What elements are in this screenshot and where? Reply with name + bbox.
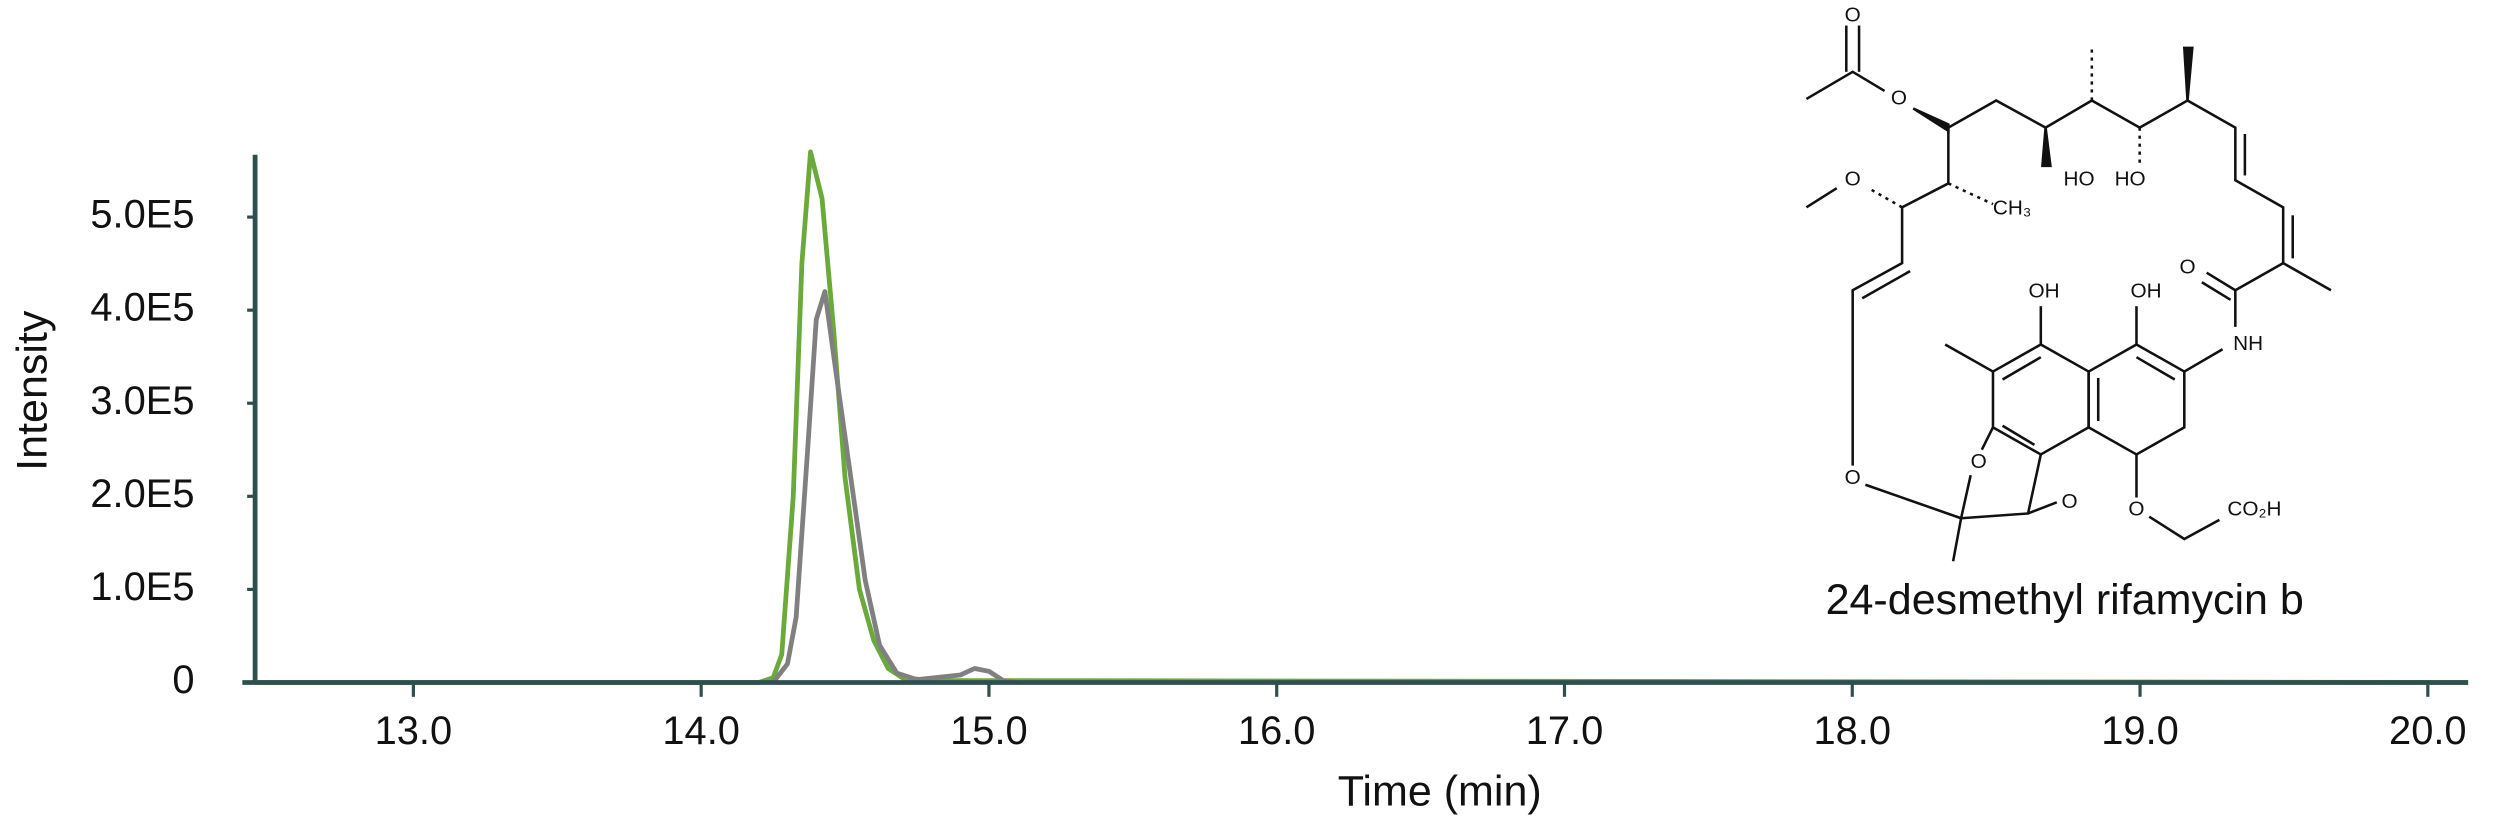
atom-label: O bbox=[1845, 3, 1861, 26]
x-axis-label: Time (min) bbox=[1338, 767, 1542, 815]
atom-label: HO bbox=[2115, 168, 2146, 191]
atom-label: CH₃ bbox=[1993, 196, 2031, 219]
y-tick-label: 3.0E5 bbox=[90, 379, 194, 423]
atom-label: HO bbox=[2064, 168, 2095, 191]
atom-label: OH bbox=[2028, 279, 2059, 302]
molecule bbox=[1805, 25, 2332, 562]
x-tick-label: 17.0 bbox=[1526, 709, 1604, 753]
structure-caption: 24-desmethyl rifamycin b bbox=[1826, 576, 2304, 624]
x-tick-label: 15.0 bbox=[950, 709, 1028, 753]
atom-label: O bbox=[2128, 498, 2144, 521]
y-tick-label: 1.0E5 bbox=[90, 565, 194, 609]
atom-label: OH bbox=[2131, 279, 2162, 302]
x-tick-label: 16.0 bbox=[1238, 709, 1316, 753]
x-tick-label: 14.0 bbox=[662, 709, 740, 753]
y-tick-label: 2.0E5 bbox=[90, 472, 194, 516]
atom-label: O bbox=[2179, 255, 2195, 278]
x-tick-label: 19.0 bbox=[2101, 709, 2179, 753]
series-line bbox=[771, 289, 1019, 685]
atom-label: NH bbox=[2233, 332, 2263, 355]
x-tick-label: 18.0 bbox=[1813, 709, 1891, 753]
atom-label: CO₂H bbox=[2227, 498, 2281, 521]
atom-label: O bbox=[1845, 168, 1861, 191]
atom-label: O bbox=[1845, 466, 1861, 489]
y-tick-label: 4.0E5 bbox=[90, 286, 194, 330]
y-tick-label: 5.0E5 bbox=[90, 193, 194, 237]
y-tick-label: 0 bbox=[172, 658, 194, 702]
x-tick-label: 13.0 bbox=[375, 709, 453, 753]
x-tick-label: 20.0 bbox=[2389, 709, 2467, 753]
atom-label: O bbox=[1891, 86, 1907, 109]
y-axis-label: Intensity bbox=[8, 310, 56, 471]
atom-label: O bbox=[1971, 450, 1987, 473]
molecule-labels: O O HO HO CH₃ O O OH OH NH O O O O CO₂H … bbox=[1826, 3, 2304, 624]
atom-label: O bbox=[2061, 490, 2077, 513]
